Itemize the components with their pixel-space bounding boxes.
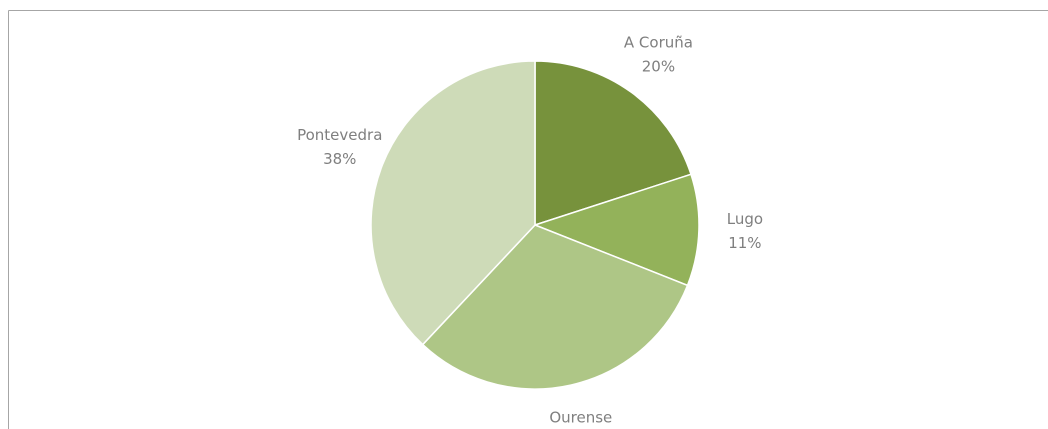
slice-label: Pontevedra — [297, 126, 382, 144]
pie-slice — [421, 224, 689, 390]
slice-label: Ourense — [549, 408, 612, 426]
slice-value-label: 38% — [323, 150, 356, 168]
slice-label: A Coruña — [624, 34, 693, 52]
pie-slice — [532, 173, 700, 287]
slice-value-label: 20% — [642, 58, 675, 76]
pie-slice — [370, 60, 536, 346]
slice-label: Lugo — [727, 210, 763, 228]
slice-value-label: 11% — [728, 234, 761, 252]
pie-slice — [534, 60, 692, 227]
